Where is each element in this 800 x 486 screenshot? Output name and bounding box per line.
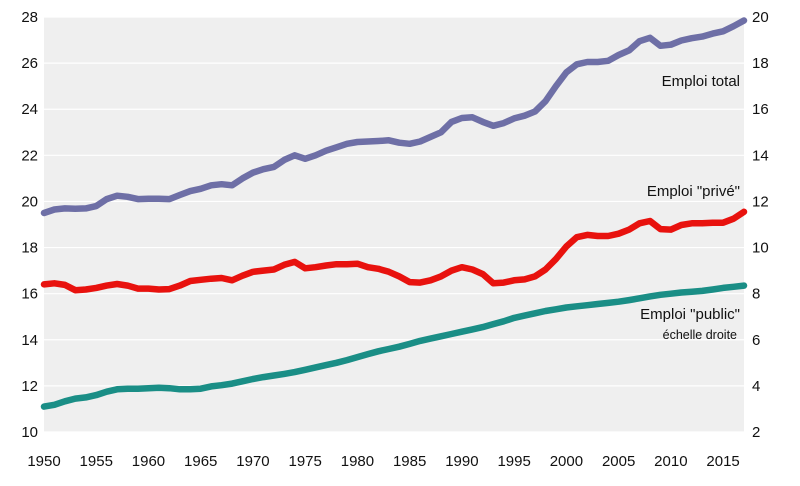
x-tick-label: 1950 — [27, 453, 60, 470]
gridlines — [44, 16, 744, 433]
left-tick-label: 20 — [21, 193, 38, 210]
left-tick-label: 26 — [21, 55, 38, 72]
right-tick-label: 14 — [752, 147, 769, 164]
x-tick-label: 1995 — [497, 453, 530, 470]
right-tick-label: 2 — [752, 424, 760, 441]
series-line-total — [40, 17, 748, 217]
label-emploi-total: Emploi total — [662, 73, 740, 90]
right-tick-label: 18 — [752, 55, 769, 72]
x-tick-label: 1975 — [289, 453, 322, 470]
left-axis-ticks: 10 12 14 16 18 20 22 24 26 28 — [21, 9, 38, 441]
plot-area — [44, 17, 744, 432]
series-line-prive — [40, 208, 748, 294]
x-tick-label: 1965 — [184, 453, 217, 470]
right-tick-label: 16 — [752, 101, 769, 118]
left-tick-label: 14 — [21, 332, 38, 349]
series-line-public — [40, 282, 748, 410]
left-tick-label: 18 — [21, 240, 38, 257]
label-echelle-droite: échelle droite — [663, 328, 737, 342]
x-tick-label: 1990 — [445, 453, 478, 470]
right-tick-label: 12 — [752, 193, 769, 210]
label-emploi-prive: Emploi "privé" — [647, 183, 740, 200]
right-tick-label: 10 — [752, 240, 769, 257]
left-tick-label: 28 — [21, 9, 38, 26]
right-tick-label: 20 — [752, 9, 769, 26]
right-tick-label: 8 — [752, 286, 760, 303]
left-tick-label: 22 — [21, 147, 38, 164]
series-layer — [40, 17, 748, 410]
left-tick-label: 10 — [21, 424, 38, 441]
x-tick-label: 1970 — [236, 453, 269, 470]
x-tick-label: 1960 — [132, 453, 165, 470]
right-tick-label: 4 — [752, 378, 760, 395]
left-tick-label: 16 — [21, 286, 38, 303]
x-tick-label: 1985 — [393, 453, 426, 470]
left-tick-label: 12 — [21, 378, 38, 395]
label-emploi-public: Emploi "public" — [640, 306, 740, 323]
left-tick-label: 24 — [21, 101, 38, 118]
x-tick-label: 2010 — [654, 453, 687, 470]
x-tick-label: 2000 — [550, 453, 583, 470]
x-tick-label: 2005 — [602, 453, 635, 470]
x-axis-ticks: 1950 1955 1960 1965 1970 1975 1980 1985 1990 1995… — [27, 453, 739, 470]
x-tick-label: 1980 — [341, 453, 374, 470]
x-tick-label: 2015 — [706, 453, 739, 470]
right-axis-ticks: 2 4 6 8 10 12 14 16 18 20 — [752, 9, 769, 441]
right-tick-label: 6 — [752, 332, 760, 349]
x-tick-label: 1955 — [80, 453, 113, 470]
